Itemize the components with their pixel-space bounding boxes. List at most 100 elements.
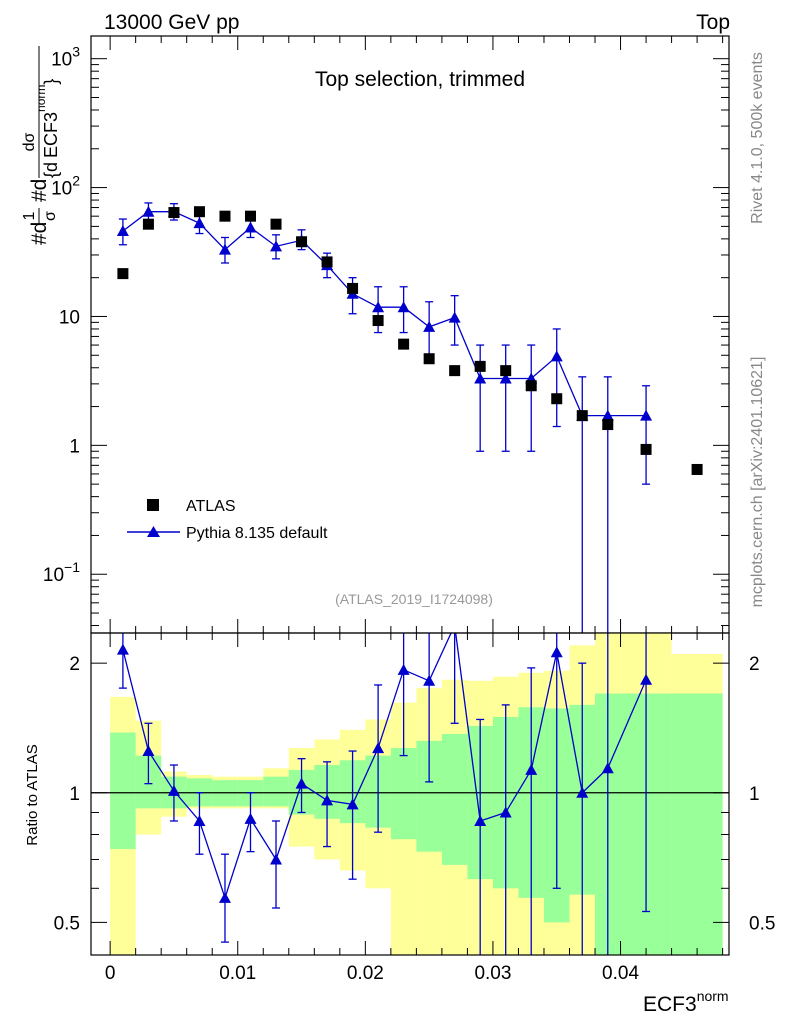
analysis-id-annotation: (ATLAS_2019_I1724098) xyxy=(335,591,493,607)
atlas-point xyxy=(270,218,282,230)
ylabel-hashd: #d xyxy=(28,179,51,202)
mcplots-reference-label: mcplots.cern.ch [arXiv:2401.10621] xyxy=(749,357,766,608)
x-axis-label: ECF3norm xyxy=(643,988,729,1016)
ratio-pythia-point xyxy=(499,806,512,818)
atlas-point xyxy=(245,210,256,222)
ratio-y-axis-label: Ratio to ATLAS xyxy=(24,744,41,845)
pythia-point xyxy=(244,221,257,233)
ratio-pythia-point xyxy=(346,798,359,810)
ratio-pythia-point xyxy=(372,742,385,754)
ratio-y-tick-label: 2 xyxy=(69,654,80,675)
pythia-point xyxy=(193,217,206,229)
ylabel-frac1-den: σ xyxy=(42,211,59,221)
ratio-pythia-point xyxy=(218,891,231,903)
x-tick-label: 0.03 xyxy=(474,963,511,984)
atlas-point xyxy=(525,380,537,392)
ratio-pythia-point xyxy=(601,762,614,774)
main-y-tick-label: 10−1 xyxy=(43,559,80,586)
pythia-point xyxy=(218,243,231,255)
ratio-pythia-point xyxy=(474,814,487,826)
ratio-y-tick-label-right: 0.5 xyxy=(749,913,775,934)
atlas-point xyxy=(602,419,614,431)
atlas-point xyxy=(551,393,563,405)
main-plot-panel: 10−1 1 10 102 103 Top selection, trimmed (AT… xyxy=(21,35,730,634)
x-tick-label: 0.01 xyxy=(219,963,256,984)
atlas-point xyxy=(449,365,461,377)
atlas-point xyxy=(500,365,512,377)
main-plot-title: Top selection, trimmed xyxy=(315,68,525,91)
atlas-point xyxy=(372,315,384,327)
ratio-pythia-point xyxy=(525,763,538,775)
header-process-label: Top xyxy=(696,11,730,34)
x-tick-label: 0 xyxy=(105,963,116,984)
pythia-point xyxy=(372,301,385,313)
ratio-pythia-point xyxy=(142,745,155,757)
ratio-band-1sigma xyxy=(110,732,136,850)
pythia-point xyxy=(270,240,283,252)
pythia-point xyxy=(474,372,487,384)
ratio-pythia-point xyxy=(321,794,334,806)
main-y-tick-label: 1 xyxy=(69,436,80,457)
pythia-point xyxy=(499,372,512,384)
atlas-point xyxy=(193,206,205,218)
main-y-tick-label: 102 xyxy=(51,173,80,200)
legend-atlas-label: ATLAS xyxy=(186,498,236,515)
atlas-point xyxy=(691,463,703,475)
ratio-pythia-point xyxy=(295,777,308,789)
pythia-point xyxy=(397,301,410,313)
main-plot-frame xyxy=(90,35,730,634)
legend: ATLAS Pythia 8.135 default xyxy=(127,498,328,542)
ratio-pythia-point xyxy=(270,853,283,865)
ratio-pythia-point xyxy=(244,812,257,824)
atlas-point xyxy=(398,338,410,350)
atlas-point xyxy=(117,268,129,280)
atlas-point xyxy=(168,207,180,219)
rivet-version-label: Rivet 4.1.0, 500k events xyxy=(749,52,766,224)
atlas-point xyxy=(296,236,308,248)
ratio-band-1sigma xyxy=(390,748,417,840)
main-y-tick-label: 103 xyxy=(51,44,80,71)
main-y-tick-label: 10 xyxy=(59,307,80,328)
ylabel-frac1-num: 1 xyxy=(21,211,38,220)
atlas-point xyxy=(640,443,652,455)
legend-pythia-marker xyxy=(147,526,160,537)
atlas-point xyxy=(474,360,486,372)
ratio-band-1sigma xyxy=(671,693,723,955)
x-tick-label: 0.04 xyxy=(602,963,639,984)
ratio-plot-panel: 0 0.01 0.02 0.03 0.04 0.5 0.5 1 1 2 2 Ratio to ATL… xyxy=(24,632,775,1016)
main-y-axis-label: #d 1 σ #d dσ {dECF3norm} xyxy=(21,46,61,245)
ylabel-frac2-num: dσ xyxy=(21,132,38,151)
ratio-pythia-point xyxy=(193,814,206,826)
header-energy-label: 13000 GeV pp xyxy=(104,11,239,34)
atlas-point xyxy=(423,353,435,365)
ratio-pythia-point xyxy=(116,643,129,655)
x-tick-label: 0.02 xyxy=(347,963,384,984)
pythia-point xyxy=(550,350,563,362)
pythia-point xyxy=(601,409,614,421)
atlas-point xyxy=(142,218,154,230)
pythia-point xyxy=(448,311,461,323)
ratio-plot-frame xyxy=(90,632,730,956)
ratio-pythia-point xyxy=(423,674,436,686)
ratio-pythia-point xyxy=(640,673,653,685)
pythia-point xyxy=(423,320,436,332)
ratio-y-tick-label: 0.5 xyxy=(54,913,80,934)
atlas-point xyxy=(576,410,588,422)
legend-pythia-label: Pythia 8.135 default xyxy=(186,525,328,542)
atlas-point xyxy=(321,256,333,268)
ratio-pythia-point xyxy=(167,784,180,796)
pythia-line xyxy=(122,211,647,417)
ratio-band-1sigma xyxy=(441,733,468,865)
pythia-point xyxy=(640,409,653,421)
ratio-pythia-point xyxy=(550,646,563,658)
ratio-pythia-point xyxy=(576,786,589,798)
ylabel-frac2-den: {dECF3norm} xyxy=(34,79,61,178)
pythia-point xyxy=(116,225,129,237)
ratio-y-tick-label-right: 2 xyxy=(749,654,760,675)
ratio-y-tick-label: 1 xyxy=(69,784,80,805)
atlas-point xyxy=(347,282,359,294)
ratio-pythia-point xyxy=(397,663,410,675)
pythia-point xyxy=(142,205,155,217)
ratio-y-tick-label-right: 1 xyxy=(749,784,760,805)
